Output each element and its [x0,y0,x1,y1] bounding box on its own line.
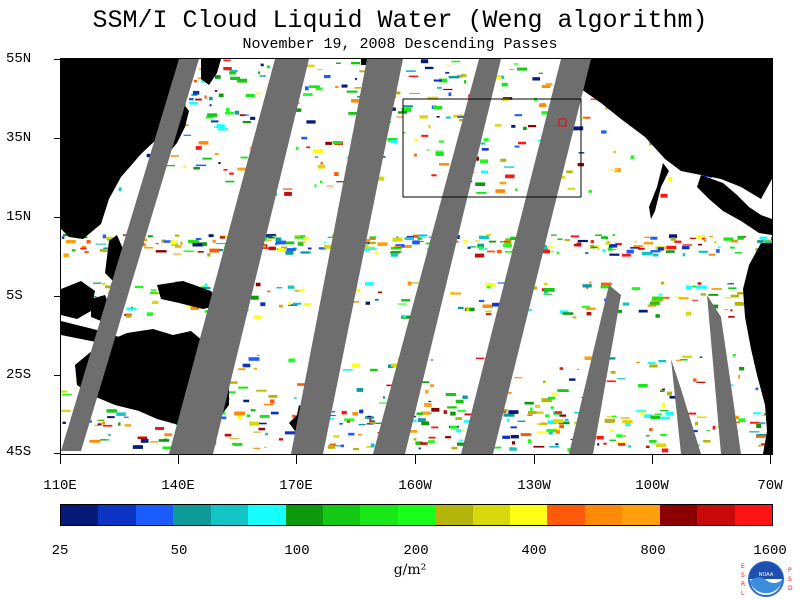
colorbar-label: 200 [403,543,429,559]
location-marker [558,118,567,127]
lon-label-130w: 130W [517,478,551,494]
lon-tick [534,454,535,464]
highlight-region-box [402,98,582,198]
colorbar-swatch [285,505,323,525]
lat-tick [54,296,60,297]
lon-tick [296,454,297,464]
svg-text:NOAA: NOAA [759,572,774,578]
lat-tick [54,59,60,60]
no-data-swath [671,359,701,454]
svg-text:S: S [741,572,745,579]
lat-tick [54,138,60,139]
colorbar-label: 800 [640,543,666,559]
svg-text:S: S [788,576,792,583]
central-america [697,175,772,235]
colorbar-label: 400 [521,543,547,559]
lon-label-70w: 70W [757,478,783,494]
no-data-swath [291,59,403,454]
lon-label-160w: 160W [398,478,432,494]
svg-text:D: D [788,585,793,592]
lat-label-5s: 5S [6,288,23,304]
lon-label-100w: 100W [635,478,669,494]
colorbar-swatch [248,505,286,525]
colorbar-swatch [360,505,398,525]
colorbar-swatch [697,505,735,525]
map-canvas [61,59,772,454]
lon-tick [415,454,416,464]
lon-label-170e: 170E [279,478,313,494]
colorbar-swatch [322,505,361,525]
no-data-swath [373,59,501,454]
lat-tick [54,217,60,218]
no-data-swath [61,59,199,451]
lon-tick [652,454,653,464]
svg-text:L: L [741,590,745,597]
colorbar-label: 50 [170,543,188,559]
noaa-logo-icon: NOAA E S R L P S D [741,561,793,597]
colorbar-swatch [98,505,136,525]
colorbar-units: g/m² [393,562,427,578]
colorbar [60,504,773,526]
lon-tick [60,454,61,464]
colorbar-swatch [510,505,548,525]
no-data-swaths [61,59,741,454]
colorbar-swatch [210,505,249,525]
colorbar-swatch [61,505,99,525]
map-subtitle: November 19, 2008 Descending Passes [242,36,558,53]
colorbar-label: 100 [284,543,310,559]
map-panel [60,58,773,455]
colorbar-swatch [659,505,698,525]
south-america-continent [743,243,772,454]
asia-landmass [61,59,196,239]
borneo-island [61,281,95,319]
svg-text:E: E [741,563,745,570]
colorbar-swatch [435,505,473,525]
colorbar-label: 1600 [753,543,787,559]
colorbar-swatch [584,505,623,525]
lat-label-45s: 45S [6,444,32,460]
lat-label-25s: 25S [6,367,32,383]
colorbar-swatch [173,505,211,525]
colorbar-swatch [472,505,511,525]
svg-text:P: P [788,567,792,574]
lon-tick [770,454,771,464]
lat-label-55n: 55N [6,51,32,67]
colorbar-swatch [135,505,174,525]
lon-tick [178,454,179,464]
colorbar-swatch [734,505,773,525]
baja-california [649,163,669,219]
lat-tick [54,453,60,454]
lat-label-15n: 15N [6,209,32,225]
lat-label-35n: 35N [6,130,32,146]
kamchatka-peninsula [201,59,221,85]
lat-tick [54,375,60,376]
cuba-island [731,169,769,183]
lon-label-110e: 110E [43,478,77,494]
no-data-swath [569,285,621,454]
lon-label-140e: 140E [161,478,195,494]
map-title: SSM/I Cloud Liquid Water (Weng algorithm… [92,6,708,35]
colorbar-swatch [397,505,436,525]
no-data-swath [707,295,741,454]
no-data-swath [461,59,591,454]
colorbar-label: 25 [51,543,69,559]
new-guinea-island [157,281,221,309]
colorbar-swatch [622,505,660,525]
colorbar-swatch [547,505,585,525]
north-america-continent [561,59,772,199]
no-data-swath [169,59,309,454]
svg-text:R: R [741,581,745,588]
